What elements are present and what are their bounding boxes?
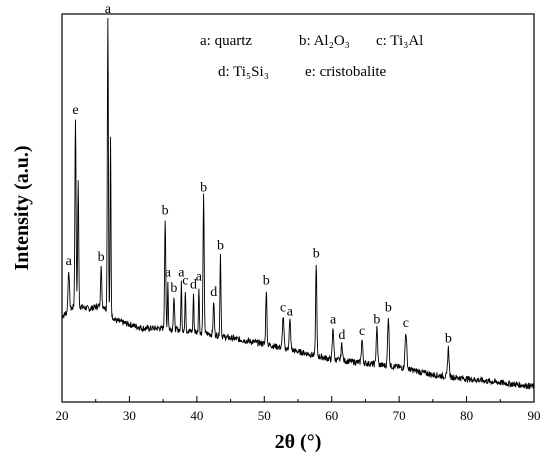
peak-label: a <box>330 312 337 327</box>
legend: a: quartz b: Al₂O₃ c: Ti₃Al d: Ti₅Si₃ e: cri… <box>200 33 423 80</box>
x-tick-label: 80 <box>460 408 473 423</box>
peak-label: a <box>105 2 112 17</box>
x-tick-label: 20 <box>56 408 69 423</box>
peak-label: b <box>98 250 105 265</box>
peak-label: b <box>445 332 452 347</box>
x-tick-label: 90 <box>528 408 541 423</box>
x-tick-label: 50 <box>258 408 271 423</box>
peak-label: d <box>338 328 345 343</box>
x-tick-label: 30 <box>123 408 136 423</box>
xrd-pattern-line <box>61 18 535 390</box>
y-axis-title: Intensity (a.u.) <box>11 145 33 270</box>
peak-label: b <box>217 239 224 254</box>
peak-label: c <box>280 301 286 316</box>
peak-label: d <box>210 285 217 300</box>
peak-label: c <box>182 273 188 288</box>
legend-entry: c: Ti₃Al <box>376 33 423 49</box>
peak-label: a <box>165 266 172 281</box>
peak-label: c <box>359 324 365 339</box>
x-tick-label: 40 <box>190 408 203 423</box>
x-axis-ticks: 20 30 40 50 60 70 80 90 <box>56 396 541 423</box>
peak-label: a <box>287 305 294 320</box>
peak-label: b <box>373 312 380 327</box>
peak-label: e <box>72 103 78 118</box>
x-tick-label: 60 <box>325 408 338 423</box>
peak-label: a <box>66 254 73 269</box>
peak-label: b <box>170 281 177 296</box>
legend-entry: d: Ti₅Si₃ <box>218 64 269 80</box>
peak-label: c <box>403 316 409 331</box>
legend-entry: b: Al₂O₃ <box>299 33 350 49</box>
legend-entry: a: quartz <box>200 33 252 49</box>
plot-area <box>61 18 535 390</box>
peak-label: b <box>200 180 207 195</box>
legend-entry: e: cristobalite <box>305 64 387 80</box>
peak-label: b <box>385 301 392 316</box>
x-axis-title: 2θ (°) <box>275 431 322 453</box>
plot-frame <box>61 13 535 403</box>
peak-label: b <box>263 273 270 288</box>
peak-label: b <box>162 204 169 219</box>
peak-label: d <box>190 277 197 292</box>
peak-label: a <box>178 266 185 281</box>
x-tick-label: 70 <box>393 408 406 423</box>
peak-label: a <box>196 270 203 285</box>
peak-label: b <box>313 246 320 261</box>
